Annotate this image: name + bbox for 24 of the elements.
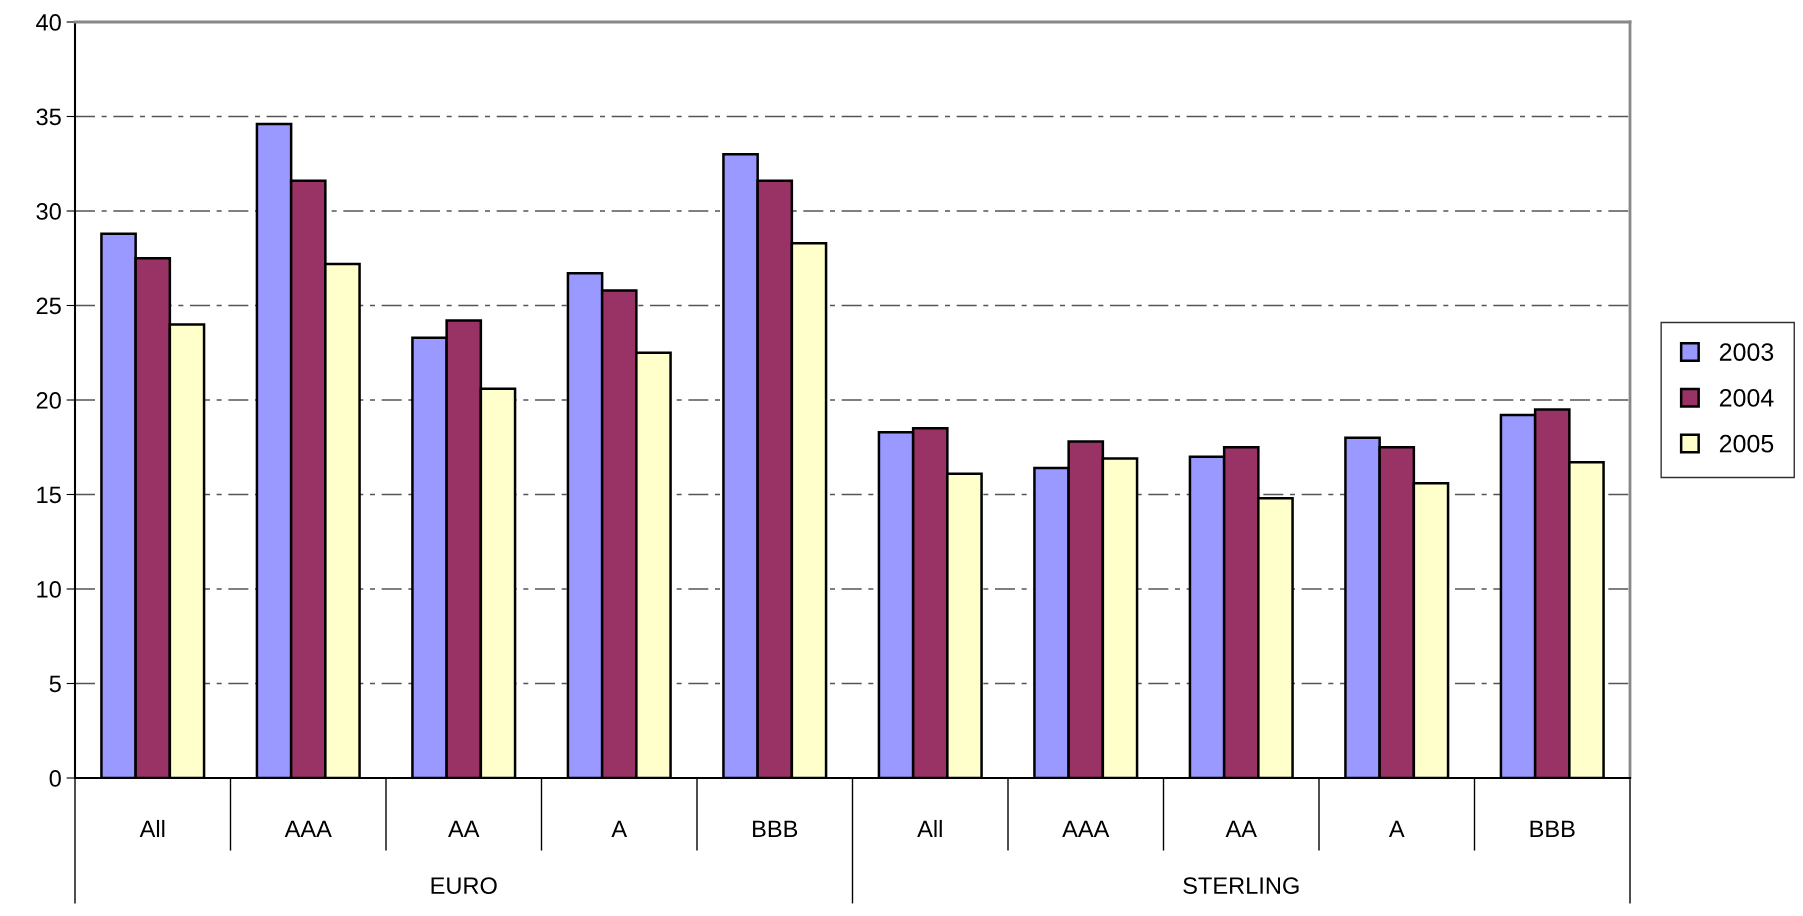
legend-label: 2004 [1719,389,1774,407]
y-tick-label: 25 [36,297,61,315]
x-tick-label: A [1388,820,1405,838]
x-tick-label: AAA [284,820,332,838]
y-tick-label: 15 [37,486,61,504]
y-tick-label: 35 [36,108,61,126]
legend-label: 2003 [1719,343,1774,361]
x-tick-label: AAA [1062,820,1110,838]
legend-label: 2005 [1719,434,1774,453]
x-tick-label: AA [448,820,480,838]
y-tick-label: 30 [36,203,61,220]
y-tick-label: 0 [49,770,61,787]
x-tick-label: All [139,819,165,838]
y-tick-label: 5 [49,675,61,693]
x-tick-label: AA [1225,820,1257,838]
y-tick-label: 40 [36,14,61,31]
text: STERLING [1183,877,1299,894]
x-tick-label: A [611,820,628,838]
x-tick-label: BBB [753,820,798,838]
y-tick-label: 20 [36,392,61,409]
x-tick-label: All [917,819,942,838]
text: EURO [431,877,497,894]
y-tick-label: 10 [37,581,61,598]
x-tick-label: BBB [1530,820,1575,838]
